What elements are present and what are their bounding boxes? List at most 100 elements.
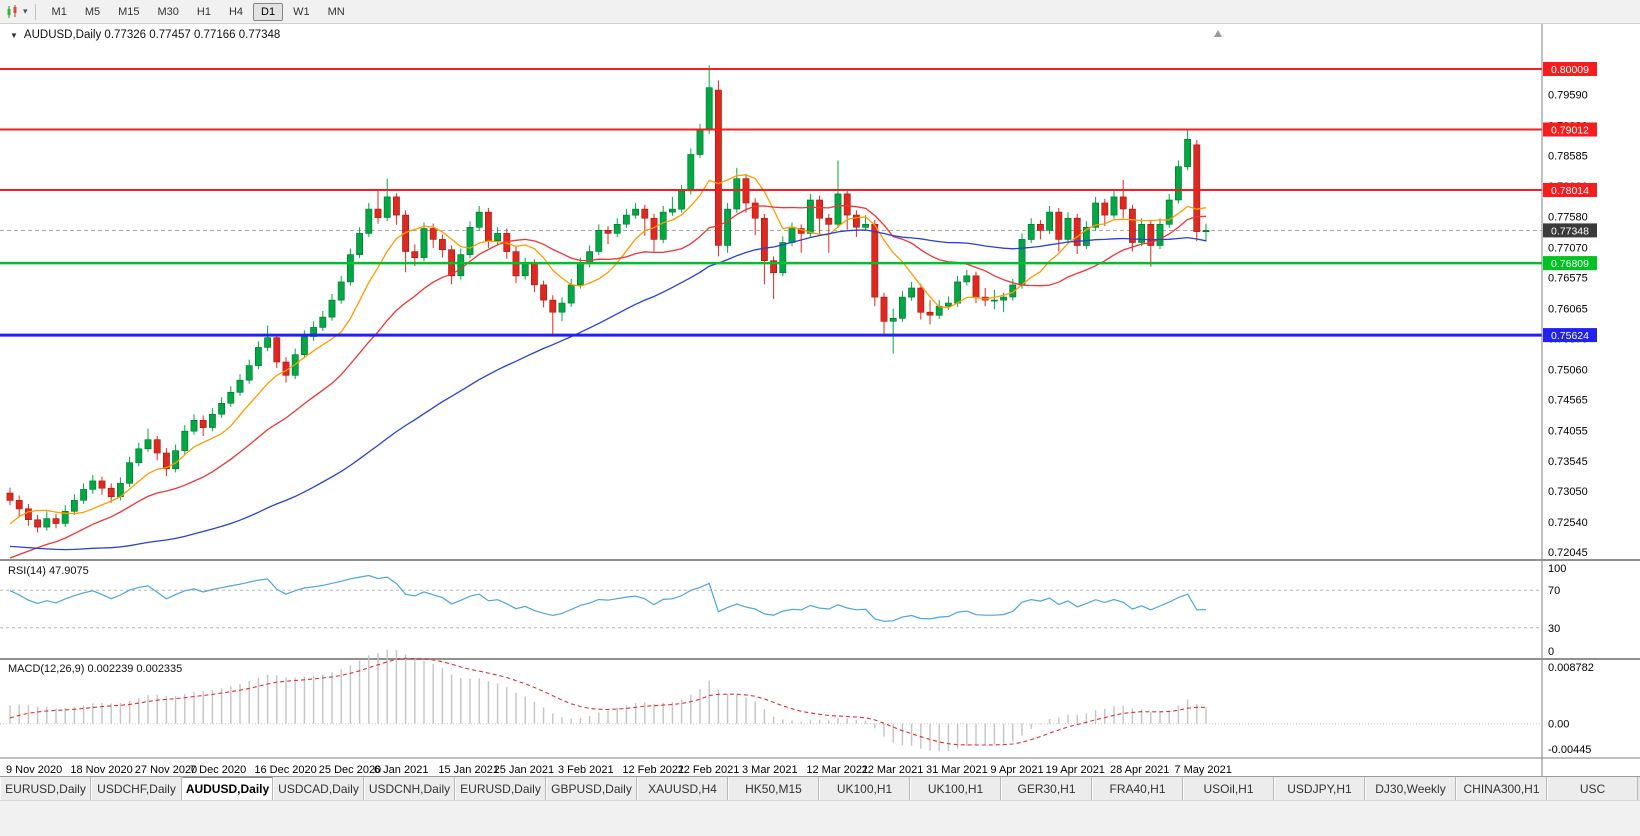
timeframe-w1-button[interactable]: W1 <box>293 5 310 18</box>
chart-tab-hk50-m15[interactable]: HK50,M15 <box>728 777 819 800</box>
chart-type-icon[interactable] <box>5 4 21 19</box>
candle-body <box>34 519 41 528</box>
candle-body <box>604 230 612 234</box>
timeframe-mn-button[interactable]: MN <box>327 5 345 18</box>
candle-body <box>1193 144 1201 232</box>
timeframe-m1-button[interactable]: M1 <box>51 5 67 18</box>
chart-region: 0.795900.790800.785850.780800.775800.770… <box>0 24 1640 776</box>
candle-body <box>319 316 327 328</box>
chart-tab-usoil-h1[interactable]: USOil,H1 <box>1183 777 1274 800</box>
candle-body <box>245 365 253 381</box>
candle-body <box>328 299 336 318</box>
y-axis-label: 0.77070 <box>1548 242 1588 254</box>
candle-body <box>1083 227 1090 246</box>
candle-body <box>760 217 768 261</box>
ma-20-line <box>9 205 1207 559</box>
timeframe-m30-button[interactable]: M30 <box>157 5 179 18</box>
chart-tab-uk100-h1[interactable]: UK100,H1 <box>819 777 910 800</box>
chart-type-dropdown-icon[interactable]: ▾ <box>23 6 28 16</box>
x-axis-label: 12 Mar 2021 <box>806 764 868 776</box>
chart-tab-usdjpy-h1[interactable]: USDJPY,H1 <box>1274 777 1365 800</box>
candle-body <box>89 480 97 490</box>
chart-tab-usdcad-daily[interactable]: USDCAD,Daily <box>273 777 364 800</box>
rsi-scale-label: 100 <box>1548 563 1566 575</box>
y-axis-label: 0.75060 <box>1548 364 1588 376</box>
candle-body <box>494 233 501 241</box>
candle-body <box>613 224 621 234</box>
candle-body <box>1110 196 1118 216</box>
candle-body <box>1064 217 1072 240</box>
candle-body <box>135 448 143 464</box>
candle-body <box>705 87 713 131</box>
chart-tab-eurusd-daily[interactable]: EURUSD,Daily <box>0 777 91 800</box>
candle-body <box>558 302 566 313</box>
candle-body <box>908 287 915 298</box>
candle-body <box>576 263 584 286</box>
candle-body <box>862 224 869 228</box>
candle-body <box>1000 296 1007 301</box>
candle-body <box>917 287 925 313</box>
candle-body <box>622 214 630 225</box>
candle-body <box>1055 211 1063 240</box>
timeframe-d1-button[interactable]: D1 <box>253 2 284 21</box>
price-label-box <box>1543 256 1597 271</box>
candle-body <box>825 217 833 225</box>
candle-body <box>972 275 980 298</box>
candle-body <box>1202 230 1210 232</box>
chart-tab-usc[interactable]: USC <box>1547 777 1638 800</box>
chart-tab-fra40-h1[interactable]: FRA40,H1 <box>1092 777 1183 800</box>
candle-body <box>880 296 888 322</box>
candle-body <box>595 230 603 252</box>
y-axis-label: 0.73545 <box>1548 456 1588 468</box>
candle-body <box>641 208 649 219</box>
candle-body <box>374 208 382 218</box>
price-label-box <box>1543 62 1597 76</box>
timeframe-h1-button[interactable]: H1 <box>196 5 211 18</box>
y-axis-label: 0.74565 <box>1548 394 1588 406</box>
price-chart-canvas[interactable]: 0.795900.790800.785850.780800.775800.770… <box>0 24 1640 776</box>
y-axis-label: 0.73050 <box>1548 486 1588 498</box>
candle-body <box>530 263 538 286</box>
candle-body <box>107 487 115 498</box>
chart-tab-china300-h1[interactable]: CHINA300,H1 <box>1456 777 1547 800</box>
x-axis-label: 31 Mar 2021 <box>926 764 988 776</box>
timeframe-m15-button[interactable]: M15 <box>118 5 140 18</box>
candle-body <box>199 419 207 428</box>
candle-body <box>429 228 437 240</box>
candle-body <box>365 208 373 234</box>
chart-tab-gbpusd-daily[interactable]: GBPUSD,Daily <box>546 777 637 800</box>
price-label-text: 0.78014 <box>1551 185 1589 197</box>
candle-body <box>457 254 465 277</box>
x-axis-label: 12 Feb 2021 <box>622 764 684 776</box>
chart-tab-audusd-daily[interactable]: AUDUSD,Daily <box>182 777 273 800</box>
price-label-box <box>1543 183 1597 197</box>
x-axis-label: 9 Nov 2020 <box>6 764 62 776</box>
chart-tab-usdchf-daily[interactable]: USDCHF,Daily <box>91 777 182 800</box>
candle-body <box>300 336 308 356</box>
chart-tab-xauusd-h4[interactable]: XAUUSD,H4 <box>637 777 728 800</box>
candle-body <box>733 178 741 210</box>
candle-body <box>255 347 262 366</box>
y-axis-label: 0.77580 <box>1548 211 1588 223</box>
timeframe-h4-button[interactable]: H4 <box>228 5 244 18</box>
candle-body <box>549 299 557 313</box>
timeframe-m5-button[interactable]: M5 <box>84 5 101 18</box>
candle-body <box>1175 166 1182 201</box>
chart-tab-usdcnh-daily[interactable]: USDCNH,Daily <box>364 777 455 800</box>
y-axis-label: 0.78585 <box>1548 150 1588 162</box>
x-axis-label: 3 Mar 2021 <box>742 764 798 776</box>
candle-body <box>889 317 897 322</box>
y-axis-label: 0.74055 <box>1548 425 1588 437</box>
price-label-box <box>1543 223 1597 238</box>
chart-tab-uk100-h1[interactable]: UK100,H1 <box>910 777 1001 800</box>
chart-tab-ger30-h1[interactable]: GER30,H1 <box>1001 777 1092 800</box>
chart-tab-eurusd-daily[interactable]: EURUSD,Daily <box>455 777 546 800</box>
candle-body <box>172 450 179 470</box>
candle-body <box>724 208 731 246</box>
chart-shift-marker-icon[interactable] <box>1214 30 1222 37</box>
y-axis-label: 0.72540 <box>1548 517 1588 529</box>
candle-body <box>438 239 446 250</box>
candle-body <box>871 224 879 298</box>
candle-body <box>273 337 281 363</box>
chart-tab-dj30-weekly[interactable]: DJ30,Weekly <box>1365 777 1456 800</box>
